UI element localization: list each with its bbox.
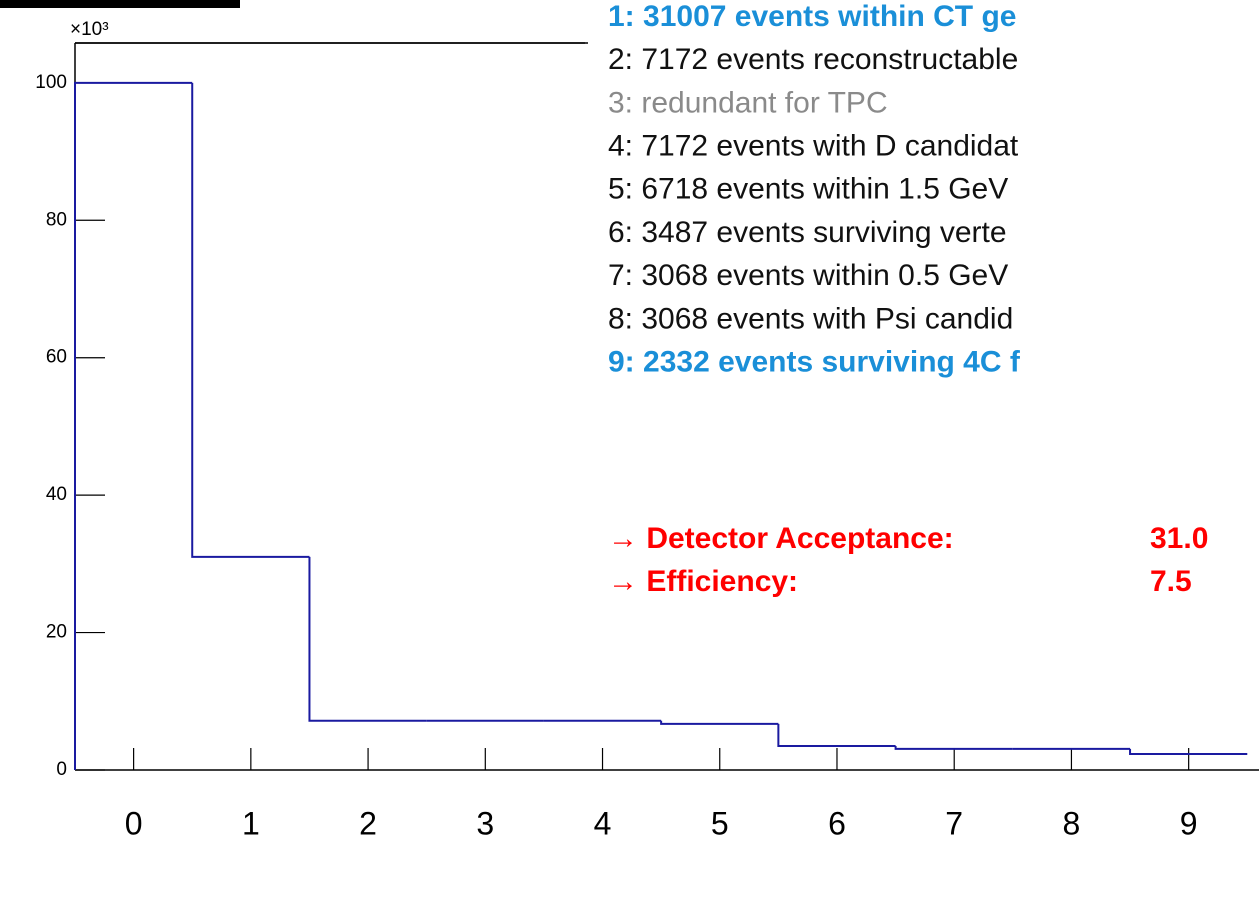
x-tick-label: 0 <box>125 805 143 841</box>
text-box <box>588 0 1259 560</box>
selection-step: 6: 3487 events surviving verte <box>608 216 1007 249</box>
x-tick-label: 1 <box>242 805 260 841</box>
result-label: → Efficiency: <box>608 565 798 598</box>
histogram-bin <box>777 723 896 748</box>
y-tick-label: 20 <box>46 622 67 643</box>
result-label: → Detector Acceptance: <box>608 522 954 555</box>
y-tick-label: 0 <box>56 759 67 780</box>
header-bar <box>0 0 240 8</box>
y-tick-label: 80 <box>46 209 67 230</box>
y-tick-label: 100 <box>35 72 67 93</box>
selection-step: 8: 3068 events with Psi candid <box>608 302 1013 335</box>
histogram-bin <box>74 81 193 770</box>
x-tick-label: 6 <box>828 805 846 841</box>
x-tick-label: 2 <box>359 805 377 841</box>
x-tick-label: 5 <box>711 805 729 841</box>
x-tick-label: 9 <box>1180 805 1198 841</box>
selection-step: 9: 2332 events surviving 4C f <box>608 346 1021 379</box>
selection-step: 1: 31007 events within CT ge <box>608 0 1016 33</box>
result-value: 31.0 <box>1150 522 1208 555</box>
y-tick-label: 40 <box>46 484 67 505</box>
selection-step: 7: 3068 events within 0.5 GeV <box>608 259 1008 292</box>
x-tick-label: 4 <box>594 805 612 841</box>
histogram-bin <box>894 746 1013 750</box>
selection-step: 2: 7172 events reconstructable <box>608 43 1018 76</box>
selection-step: 4: 7172 events with D candidat <box>608 130 1019 163</box>
result-value: 7.5 <box>1150 565 1192 598</box>
x-tick-label: 7 <box>945 805 963 841</box>
selection-step: 5: 6718 events within 1.5 GeV <box>608 173 1008 206</box>
histogram-bin <box>660 720 779 725</box>
y-tick-label: 60 <box>46 347 67 368</box>
y-multiplier: ×10³ <box>70 19 109 40</box>
histogram-bin <box>191 82 310 558</box>
x-tick-label: 3 <box>476 805 494 841</box>
x-tick-label: 8 <box>1063 805 1081 841</box>
selection-step: 3: redundant for TPC <box>608 86 888 119</box>
histogram-bin <box>1129 748 1248 755</box>
histogram-bin <box>308 556 427 722</box>
